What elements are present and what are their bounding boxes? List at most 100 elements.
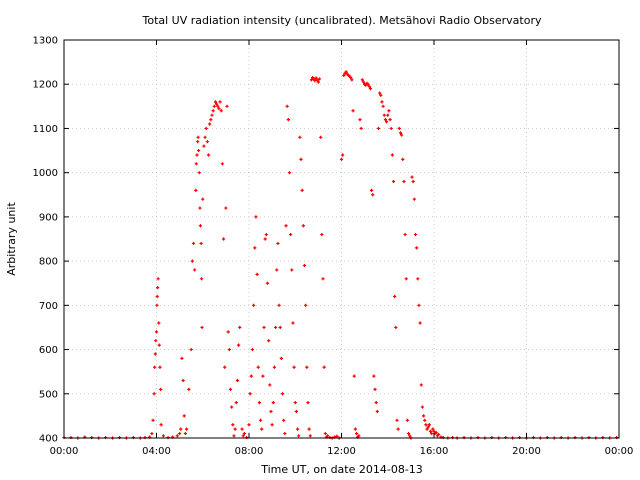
data-point [211,109,215,113]
data-point [198,224,203,228]
data-point [305,365,309,369]
data-point [242,431,246,436]
data-point [190,259,194,263]
data-point [427,423,431,427]
data-point [353,427,357,431]
data-point [269,409,273,414]
data-point [317,77,322,81]
data-point [267,339,271,343]
data-point [241,434,245,438]
data-point [361,80,366,84]
data-point [297,434,301,438]
data-point [321,277,325,281]
data-point [256,365,260,369]
data-point [196,135,200,139]
data-point [155,294,159,299]
data-point [182,414,186,418]
data-point [315,78,319,82]
data-point [198,206,202,210]
data-point [326,434,330,438]
data-point [223,365,227,369]
data-point [389,126,393,131]
data-point [380,100,384,104]
data-point [358,118,362,122]
chart-title: Total UV radiation intensity (uncalibrat… [142,14,542,27]
data-point [191,241,196,246]
data-point [410,175,414,179]
data-point [180,356,184,360]
data-point [202,144,206,148]
data-point [154,330,159,334]
data-point [276,241,280,246]
data-point [424,423,428,427]
data-point [295,427,300,431]
data-point [339,157,344,161]
data-point [225,104,229,108]
data-point [437,432,441,437]
data-point [233,427,237,431]
data-point [417,303,421,307]
data-point [367,84,371,89]
x-tick-label: 00:00 [605,446,634,457]
y-tick-label: 1000 [33,168,58,179]
data-point [260,427,264,431]
data-point [199,277,204,281]
data-point [391,179,396,184]
x-tick-label: 08:00 [235,446,264,457]
data-point [268,383,272,387]
data-point [158,365,162,369]
x-axis-ticks: 00:00 04:00 08:00 12:00 16:00 20:00 00:00 [50,40,634,457]
data-point [419,383,423,387]
data-point [286,118,290,122]
data-point [247,423,251,427]
data-point [285,104,289,108]
data-point [309,78,314,82]
data-point [219,109,223,113]
data-point [263,237,267,241]
data-point [371,193,375,197]
data-point [319,135,323,139]
data-point [299,157,303,161]
data-point [423,418,427,422]
data-point [278,325,282,330]
data-point [374,401,378,405]
data-point [213,100,218,104]
data-point [261,374,265,378]
data-point [349,75,353,80]
data-point [393,294,397,299]
data-point [298,135,302,139]
data-point [381,104,385,108]
data-point [431,427,435,431]
data-point [342,73,346,77]
data-point [323,431,327,436]
x-axis-label: Time UT, on date 2014-08-13 [260,463,423,476]
data-point [379,93,383,97]
data-point [432,429,436,433]
data-point [284,224,288,228]
data-point [264,232,268,237]
data-point [293,401,297,405]
data-point [234,401,238,405]
data-point [224,206,228,210]
data-point [240,427,244,431]
data-point [400,133,404,137]
data-point [196,140,200,144]
data-point [184,427,189,431]
data-point [154,339,158,343]
data-point [153,352,157,356]
data-point [200,325,204,330]
data-point [382,113,386,117]
data-point [152,392,156,396]
y-tick-label: 700 [39,301,58,312]
data-point [373,387,377,391]
data-point [403,232,407,237]
data-point [255,272,259,276]
data-point [369,188,374,192]
data-point [206,153,211,157]
data-point [235,378,240,383]
data-point [420,405,425,409]
data-point [294,409,299,414]
data-point [196,148,201,153]
y-tick-label: 1200 [33,80,58,91]
